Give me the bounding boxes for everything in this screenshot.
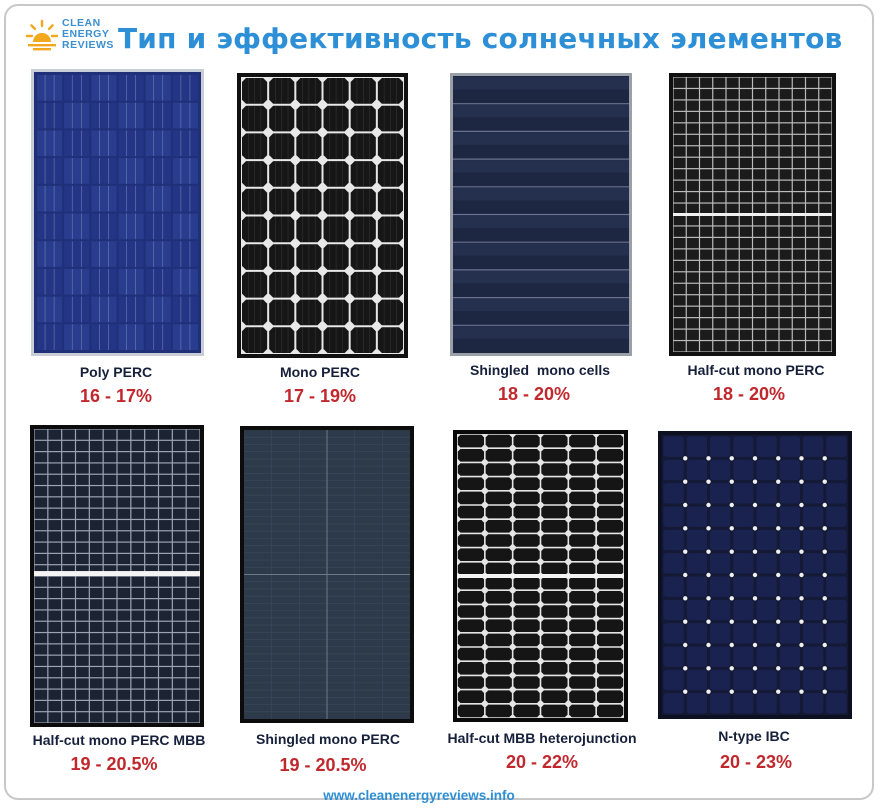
poly-perc-panel-icon — [31, 69, 204, 356]
sun-icon — [25, 19, 59, 51]
logo-line-3: REVIEWS — [62, 39, 114, 51]
n-type-ibc-panel-icon — [658, 431, 852, 719]
panel-name-n-type-ibc: N-type IBC — [718, 728, 790, 744]
efficiency-poly-perc: 16 - 17% — [79, 386, 153, 406]
efficiency-n-type-ibc: 20 - 23% — [719, 752, 793, 772]
panel-name-mono-perc: Mono PERC — [279, 364, 361, 380]
panel-name-half-cut-mbb-heterojunction: Half-cut MBB heterojunction — [447, 730, 637, 746]
panel-name-poly-perc: Poly PERC — [79, 364, 153, 380]
shingled-mono-perc-panel-icon — [240, 426, 414, 723]
footer-url: www.cleanenergyreviews.info — [323, 788, 515, 803]
panel-name-shingled-mono-cells: Shingled mono cells — [469, 362, 611, 378]
panel-name-half-cut-mono-perc-mbb: Half-cut mono PERC MBB — [32, 732, 206, 748]
efficiency-shingled-mono-cells: 18 - 20% — [497, 384, 571, 404]
efficiency-half-cut-mono-perc: 18 - 20% — [712, 384, 786, 404]
logo-text: CLEAN ENERGY REVIEWS — [62, 18, 114, 51]
efficiency-shingled-mono-perc: 19 - 20.5% — [279, 755, 367, 775]
shingled-mono-cells-panel-icon — [450, 73, 632, 356]
clean-energy-reviews-logo: CLEAN ENERGY REVIEWS — [24, 16, 116, 56]
page-title: Тип и эффективность солнечных элементов — [118, 22, 843, 55]
panel-name-half-cut-mono-perc: Half-cut mono PERC — [687, 362, 825, 378]
half-cut-mbb-heterojunction-panel-icon — [453, 430, 628, 722]
efficiency-mono-perc: 17 - 19% — [283, 386, 357, 406]
logo-line-1: CLEAN — [62, 17, 101, 29]
half-cut-mono-perc-mbb-panel-icon — [30, 425, 204, 727]
mono-perc-panel-icon — [237, 73, 408, 358]
half-cut-mono-perc-panel-icon — [669, 73, 836, 356]
panel-name-shingled-mono-perc: Shingled mono PERC — [256, 731, 400, 747]
logo-line-2: ENERGY — [62, 28, 110, 40]
efficiency-half-cut-mono-perc-mbb: 19 - 20.5% — [70, 754, 158, 774]
efficiency-half-cut-mbb-heterojunction: 20 - 22% — [505, 752, 579, 772]
